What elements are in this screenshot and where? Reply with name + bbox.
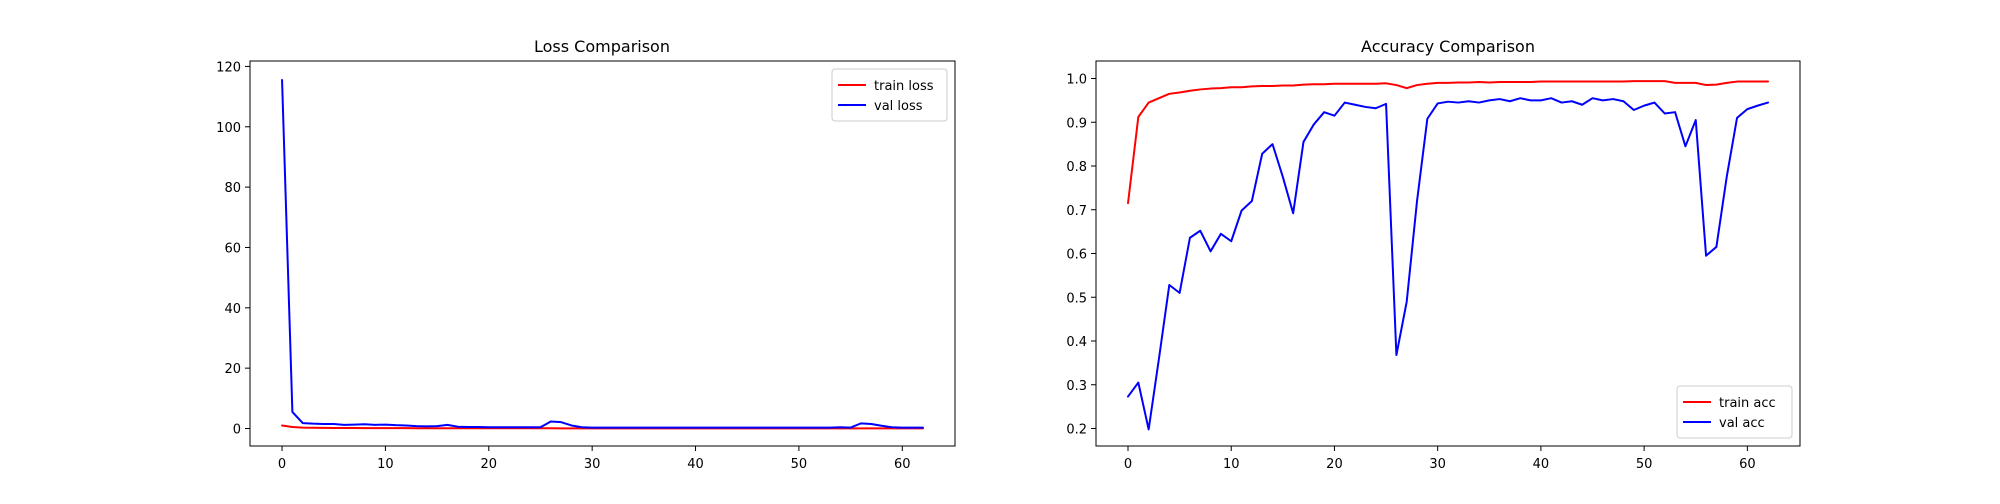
loss-series-line-val-loss (281, 79, 924, 429)
accuracy-x-tick-label: 60 (1739, 457, 1756, 472)
accuracy-series-line-val-acc (1127, 97, 1769, 431)
accuracy-y-tick-label: 0.2 (1066, 423, 1087, 438)
loss-x-tick-label: 10 (377, 457, 394, 472)
loss-y-tick-label: 120 (216, 60, 241, 75)
loss-y-tick-label: 60 (224, 241, 241, 256)
accuracy-y-tick-label: 1.0 (1066, 73, 1087, 88)
accuracy-y-tick-label: 0.4 (1066, 335, 1087, 350)
loss-x-tick-label: 20 (481, 457, 498, 472)
loss-chart: Loss Comparison 0 10 20 30 40 50 60 0 20 40 60 80 10… (216, 37, 956, 472)
accuracy-series-line-train-acc (1127, 80, 1769, 205)
loss-x-tick-label: 60 (894, 457, 911, 472)
loss-y-tick-label: 40 (224, 302, 241, 317)
accuracy-legend-label: val acc (1719, 416, 1765, 431)
loss-plot-area: 0 10 20 30 40 50 60 0 20 40 60 80 100 120 train loss va… (216, 60, 956, 472)
accuracy-y-tick-label: 0.5 (1066, 291, 1087, 306)
loss-legend-box (831, 68, 948, 122)
accuracy-x-tick-label: 50 (1636, 457, 1653, 472)
accuracy-x-tick-label: 40 (1533, 457, 1550, 472)
accuracy-x-tick-label: 30 (1429, 457, 1446, 472)
loss-x-tick-label: 50 (791, 457, 808, 472)
accuracy-x-tick-label: 10 (1223, 457, 1240, 472)
accuracy-y-tick-label: 0.9 (1066, 116, 1087, 131)
accuracy-y-tick-label: 0.6 (1066, 248, 1087, 263)
accuracy-legend-box (1676, 385, 1793, 439)
accuracy-legend: train acc val acc (1676, 385, 1793, 439)
accuracy-y-tick-label: 0.3 (1066, 379, 1087, 394)
loss-legend: train loss val loss (831, 68, 948, 122)
loss-x-tick-label: 0 (278, 457, 286, 472)
loss-chart-title: Loss Comparison (534, 37, 670, 56)
accuracy-y-tick-label: 0.8 (1066, 160, 1087, 175)
accuracy-chart-title: Accuracy Comparison (1361, 37, 1535, 56)
accuracy-plot-area: 0 10 20 30 40 50 60 0.2 0.3 0.4 0.5 0.6 0.7 0.8 0.9 1.0… (1066, 60, 1801, 472)
loss-x-tick-label: 40 (687, 457, 704, 472)
loss-y-tick-label: 100 (216, 121, 241, 136)
loss-y-tick-label: 0 (233, 423, 241, 438)
loss-x-tick-label: 30 (584, 457, 601, 472)
loss-axes-frame (249, 60, 956, 447)
accuracy-chart: Accuracy Comparison 0 10 20 30 40 50 600.20.30… (1066, 37, 1801, 472)
loss-legend-label: train loss (874, 79, 934, 94)
accuracy-y-tick-label: 0.7 (1066, 204, 1087, 219)
loss-y-tick-label: 20 (224, 362, 241, 377)
accuracy-x-tick-label: 20 (1326, 457, 1343, 472)
loss-legend-label: val loss (874, 99, 923, 114)
accuracy-legend-label: train acc (1719, 396, 1776, 411)
loss-y-tick-label: 80 (224, 181, 241, 196)
accuracy-x-tick-label: 0 (1124, 457, 1132, 472)
